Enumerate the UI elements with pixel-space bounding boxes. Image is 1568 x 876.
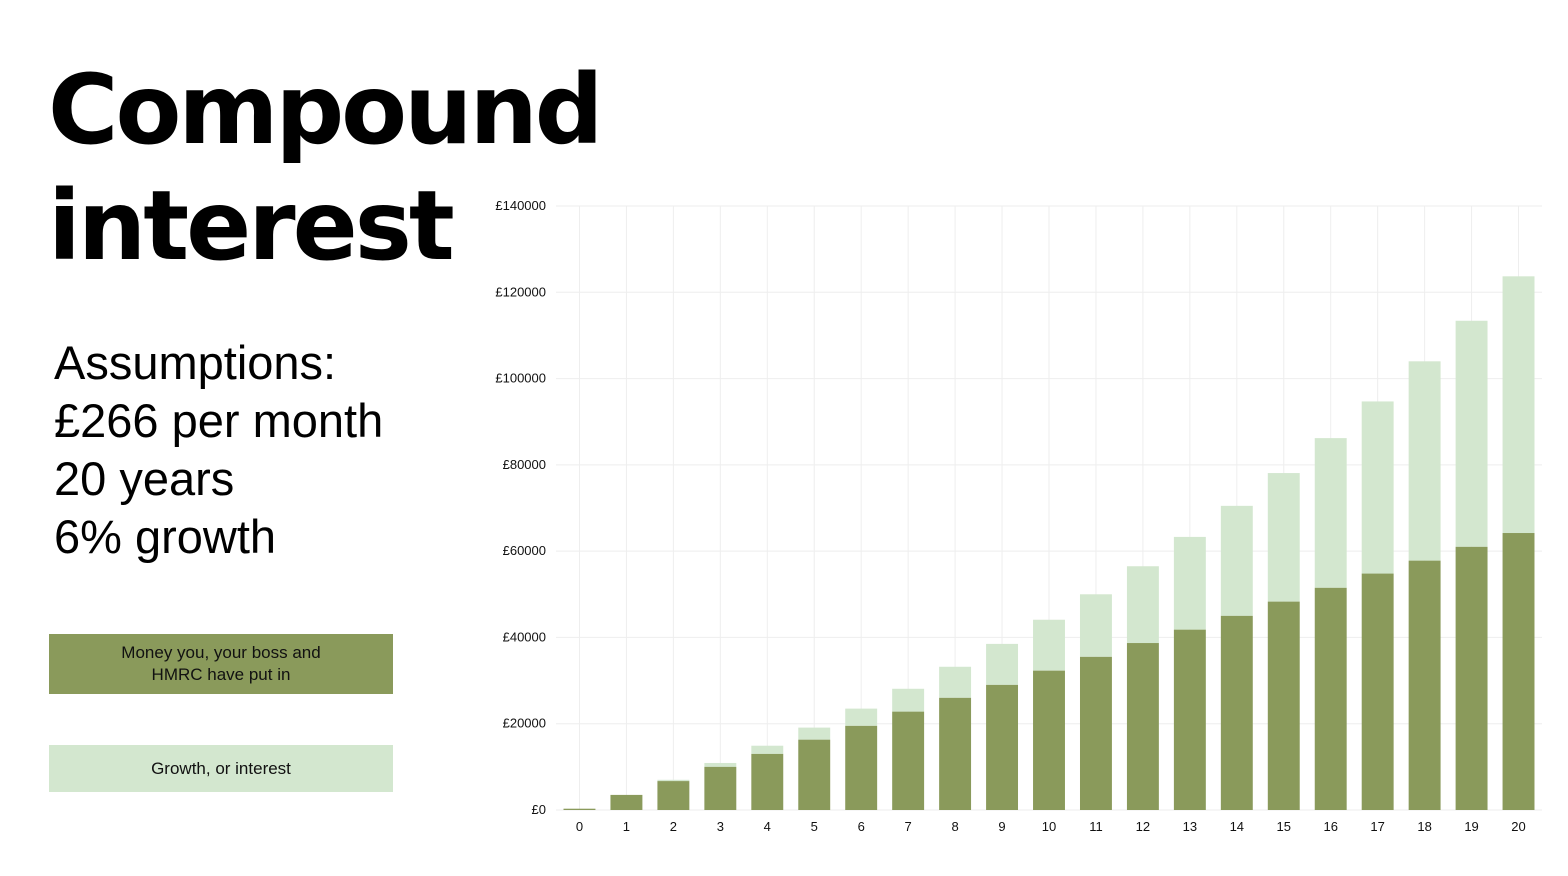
x-tick-label: 6 [858, 819, 865, 834]
bar-contributions [610, 794, 643, 810]
bar-contributions [1502, 533, 1535, 810]
y-tick-label: £80000 [503, 457, 546, 472]
x-tick-label: 14 [1230, 819, 1244, 834]
bar-contributions [1455, 546, 1488, 810]
assumption-growth: 6% growth [54, 510, 277, 563]
bar-growth [704, 762, 737, 767]
x-tick-label: 17 [1370, 819, 1384, 834]
bar-contributions [1314, 587, 1347, 810]
bar-growth [1502, 276, 1535, 534]
x-tick-label: 10 [1042, 819, 1056, 834]
bar-contributions [1267, 601, 1300, 810]
x-tick-label: 7 [905, 819, 912, 834]
page-title: Compound interest [48, 54, 604, 282]
bar-growth [1361, 401, 1394, 574]
bar-contributions [1361, 573, 1394, 810]
x-tick-label: 19 [1464, 819, 1478, 834]
x-tick-label: 11 [1089, 819, 1103, 834]
legend-contributions-label: Money you, your boss and HMRC have put i… [121, 643, 321, 684]
x-tick-label: 9 [998, 819, 1005, 834]
y-tick-label: £40000 [503, 629, 546, 644]
assumption-years: 20 years [54, 452, 235, 505]
assumptions-block: Assumptions: £266 per month 20 years 6% … [54, 334, 383, 566]
x-tick-label: 2 [670, 819, 677, 834]
x-tick-label: 16 [1323, 819, 1337, 834]
bar-contributions [751, 753, 784, 810]
bar-growth [798, 727, 831, 740]
bar-contributions [563, 808, 596, 810]
bar-contributions [657, 781, 690, 810]
x-tick-label: 1 [623, 819, 630, 834]
x-tick-label: 13 [1183, 819, 1197, 834]
bar-growth [751, 745, 784, 754]
bar-contributions [1408, 560, 1441, 810]
bar-growth [845, 708, 878, 726]
bar-growth [1220, 505, 1253, 616]
assumption-monthly: £266 per month [54, 394, 384, 447]
bar-growth [939, 666, 972, 698]
y-tick-label: £20000 [503, 716, 546, 731]
y-tick-label: £140000 [495, 198, 546, 213]
bar-contributions [1173, 629, 1206, 810]
bar-growth [1079, 594, 1112, 657]
bar-contributions [986, 684, 1019, 810]
bar-contributions [704, 766, 737, 810]
bar-contributions [939, 697, 972, 810]
x-tick-label: 12 [1136, 819, 1150, 834]
bar-growth [1455, 320, 1488, 547]
bar-contributions [1079, 656, 1112, 810]
bar-growth [986, 643, 1019, 685]
bar-contributions [1220, 615, 1253, 810]
y-tick-label: £120000 [495, 284, 546, 299]
y-tick-label: £0 [532, 802, 546, 817]
legend-contributions: Money you, your boss and HMRC have put i… [49, 634, 393, 694]
bar-contributions [798, 739, 831, 810]
x-tick-label: 8 [951, 819, 958, 834]
bar-growth [892, 688, 925, 712]
y-tick-label: £60000 [503, 543, 546, 558]
bar-growth [1267, 473, 1300, 602]
x-tick-label: 0 [576, 819, 583, 834]
x-tick-label: 20 [1511, 819, 1525, 834]
bar-growth [1126, 566, 1159, 644]
x-tick-label: 3 [717, 819, 724, 834]
bar-growth [1408, 361, 1441, 561]
bar-contributions [1033, 670, 1065, 810]
legend-growth-label: Growth, or interest [151, 758, 291, 778]
bar-contributions [1126, 643, 1159, 810]
bar-growth [1173, 536, 1206, 630]
bar-growth [1033, 619, 1065, 671]
x-tick-label: 4 [764, 819, 771, 834]
legend-growth: Growth, or interest [49, 745, 393, 792]
x-tick-label: 5 [811, 819, 818, 834]
bar-contributions [845, 725, 878, 810]
x-tick-label: 15 [1277, 819, 1291, 834]
bar-growth [1314, 438, 1347, 588]
bar-contributions [892, 711, 925, 810]
x-tick-label: 18 [1417, 819, 1431, 834]
y-tick-label: £100000 [495, 371, 546, 386]
bar-growth [657, 779, 690, 782]
assumptions-heading: Assumptions: [54, 336, 337, 389]
stacked-bar-chart: £0 £20000 £40000 £60000 £80000 £100000 £120000… [495, 198, 1542, 834]
